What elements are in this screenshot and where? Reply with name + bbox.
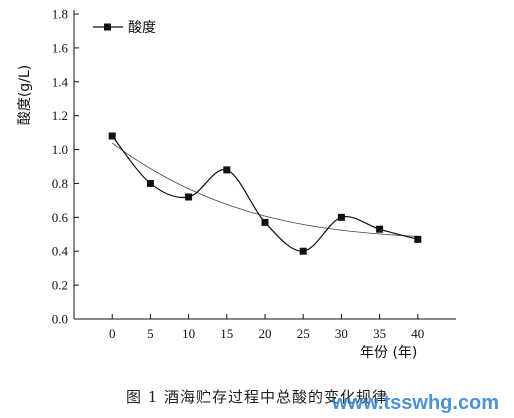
data-point	[185, 193, 193, 201]
x-tick-label: 35	[373, 326, 386, 341]
legend-label: 酸度	[128, 20, 156, 36]
figure-caption: 图 1 酒海贮存过程中总酸的变化规律	[125, 388, 389, 406]
x-tick-label: 0	[109, 326, 116, 341]
y-axis-label: 酸度(g/L)	[17, 65, 33, 125]
y-tick-label: 1.8	[52, 7, 68, 22]
y-tick-label: 0.6	[52, 210, 69, 225]
data-point	[299, 247, 307, 255]
y-axis: 0.0 0.2 0.4 0.6 0.8 1.0 1.2 1.4 1.6 1.8	[52, 7, 79, 327]
x-axis: 0 5 10 15 20 25 30 35 40	[74, 314, 456, 341]
x-tick-label: 40	[411, 326, 424, 341]
data-point	[146, 179, 154, 187]
trend-line	[111, 142, 418, 237]
trend-curve	[111, 142, 418, 237]
y-tick-label: 1.2	[52, 108, 68, 123]
data-point	[337, 213, 345, 221]
x-tick-label: 5	[147, 326, 154, 341]
x-tick-label: 10	[182, 326, 195, 341]
data-point	[108, 132, 116, 140]
legend-marker-icon	[104, 23, 111, 31]
series-line-path	[111, 135, 418, 252]
y-tick-label: 0.4	[52, 244, 69, 259]
data-point	[376, 225, 384, 233]
x-axis-label: 年份 (年)	[360, 345, 417, 361]
data-point	[414, 235, 422, 243]
y-tick-label: 0.0	[52, 312, 68, 327]
y-tick-label: 1.0	[52, 142, 68, 157]
legend: 酸度	[93, 20, 156, 36]
y-tick-label: 0.8	[52, 176, 68, 191]
data-point	[223, 166, 231, 174]
data-point	[261, 218, 269, 226]
series-line	[111, 135, 418, 252]
x-tick-label: 20	[259, 326, 272, 341]
y-tick-label: 0.2	[52, 278, 68, 293]
x-tick-label: 15	[220, 326, 233, 341]
series-markers	[108, 132, 422, 255]
y-tick-label: 1.6	[52, 40, 69, 55]
y-tick-label: 1.4	[52, 74, 69, 89]
x-tick-label: 25	[297, 326, 310, 341]
x-tick-label: 30	[335, 326, 348, 341]
watermark-logo: www.tsswhg.com	[332, 392, 500, 414]
